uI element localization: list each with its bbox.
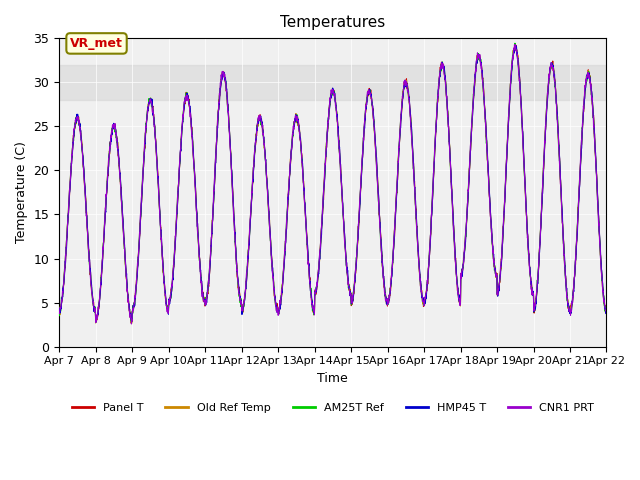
Title: Temperatures: Temperatures	[280, 15, 385, 30]
Legend: Panel T, Old Ref Temp, AM25T Ref, HMP45 T, CNR1 PRT: Panel T, Old Ref Temp, AM25T Ref, HMP45 …	[67, 398, 598, 418]
Y-axis label: Temperature (C): Temperature (C)	[15, 142, 28, 243]
X-axis label: Time: Time	[317, 372, 348, 385]
Text: VR_met: VR_met	[70, 37, 123, 50]
Bar	[59, 65, 607, 100]
